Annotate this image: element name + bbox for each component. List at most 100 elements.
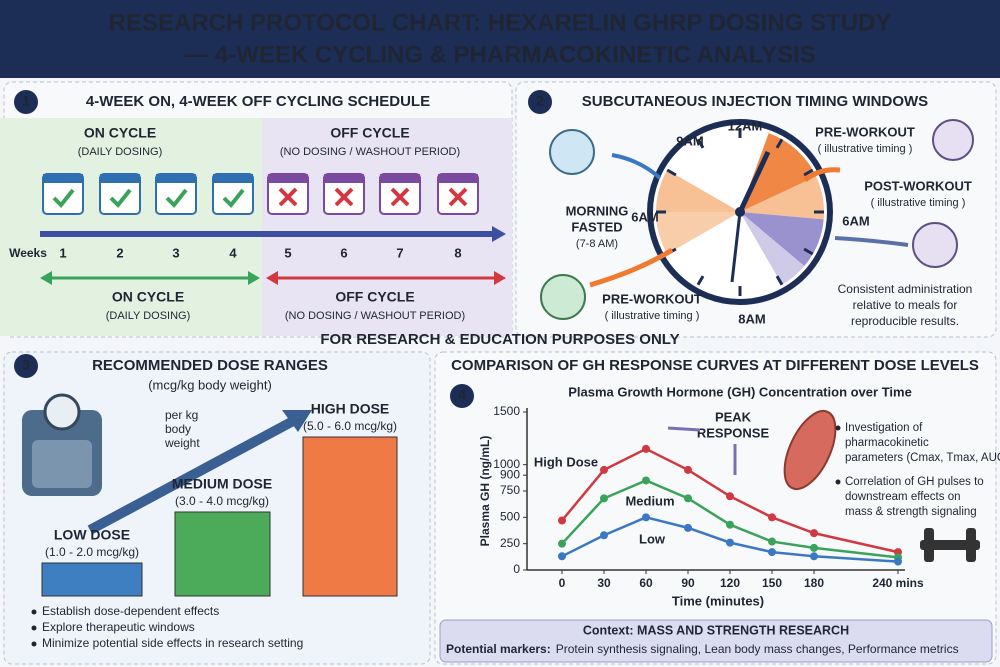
calendar-top [380,174,420,183]
dumbbell-icon [924,528,934,562]
time-window [740,133,817,212]
x-mark [334,187,354,207]
y-tick-label: 0 [513,562,520,576]
clock-tick [775,275,784,286]
x-tick-label: 120 [720,576,740,590]
clock-label: 8AM [738,311,765,326]
dose-bar [174,511,271,597]
panel-number: 1 [22,93,30,109]
data-point [810,529,818,538]
x-tick-label: 0 [559,576,566,590]
timing-arrow [834,236,909,247]
rest-icon [912,222,958,268]
week-number: 4 [229,245,237,260]
timing-note: Consistent administration [838,282,973,296]
header-band [0,0,1000,78]
y-tick-label: 1000 [493,457,520,471]
page-title: RESEARCH PROTOCOL CHART: HEXARELIN GHRP … [109,9,892,36]
timing-annotation: MORNING [566,203,629,218]
peak-label: RESPONSE [697,425,770,440]
series-line [561,479,899,559]
cycle-label: ON CYCLE [112,289,184,305]
data-point [684,494,692,503]
data-point [642,513,650,522]
clock-tick [666,168,677,177]
markers-label: Potential markers: [446,642,551,656]
panel-4 [434,351,997,665]
week-number: 7 [396,245,403,260]
timing-annotation: FASTED [571,219,622,234]
week-number: 5 [284,245,291,260]
x-mark [278,187,298,207]
panel-badge [528,90,552,114]
x-tick-label: 30 [597,576,611,590]
cycle-label: OFF CYCLE [335,289,414,305]
data-point [642,476,650,485]
data-point [894,557,902,566]
scale-dial [43,393,81,431]
clock-label: 6AM [842,213,869,228]
cycle-sub: (NO DOSING / WASHOUT PERIOD) [285,310,465,322]
timing-arrow [611,153,662,180]
data-point [810,552,818,561]
peak-label: PEAK [715,409,752,424]
context-title: Context: MASS AND STRENGTH RESEARCH [583,623,849,637]
dose-range: (3.0 - 4.0 mcg/kg) [175,494,269,508]
panel-title: 4-WEEK ON, 4-WEEK OFF CYCLING SCHEDULE [86,93,430,110]
panel-number: 2 [536,93,544,109]
clock-hand [737,150,771,214]
muscle-icon [783,410,837,490]
calendar-top [43,174,83,183]
bullet [31,641,37,647]
week-number: 3 [172,245,179,260]
y-axis-label: Plasma GH (ng/mL) [478,436,492,547]
data-point [768,513,776,522]
panel-title: SUBCUTANEOUS INJECTION TIMING WINDOWS [582,93,928,110]
x-tick-label: 180 [804,576,824,590]
timing-annotation: ( illustrative timing ) [605,310,700,322]
data-point [768,537,776,546]
x-tick-label: 90 [681,576,695,590]
page-title: — 4-WEEK CYCLING & PHARMACOKINETIC ANALY… [184,41,816,68]
bullet [31,609,37,615]
clock-label: 9AM [676,133,703,148]
timing-arrow [589,247,674,288]
timing-annotation: ( illustrative timing ) [818,143,913,155]
calendar-top [213,174,253,183]
timing-annotation: PRE-WORKOUT [602,291,702,306]
series-label: Low [639,531,666,546]
clock-tick [803,168,814,177]
data-point [600,465,608,474]
calendar-top [268,174,308,183]
series-label: High Dose [534,454,598,469]
chart-title: Plasma Growth Hormone (GH) Concentration… [568,384,912,399]
week-number: 6 [340,245,347,260]
panel-badge [14,354,38,378]
time-window [656,170,740,212]
dose-label: MEDIUM DOSE [172,476,272,492]
time-window [740,176,824,220]
x-axis-label: Time (minutes) [672,593,764,608]
note-text: parameters (Cmax, Tmax, AUC) [845,452,1000,464]
scale-icon [32,440,92,488]
markers-text: Protein synthesis signaling, Lean body m… [556,642,959,656]
dose-arrow [87,415,298,535]
bullet-text: Minimize potential side effects in resea… [42,636,303,650]
calendar-top [100,174,140,183]
note-text: mass & strength signaling [845,506,977,518]
time-window [740,212,824,266]
off-zone [262,118,512,336]
data-point [810,543,818,552]
timing-annotation: (7-8 AM) [576,238,618,250]
scale-note: weight [164,436,200,450]
icons [22,119,980,562]
peak-arrow [667,426,737,475]
timeline-arrowhead [492,226,506,242]
cycle-sub: (DAILY DOSING) [106,310,191,322]
clock-center [735,207,745,217]
panel-badge [14,90,38,114]
dose-range: (1.0 - 2.0 mcg/kg) [45,545,139,559]
calendar-top [156,174,196,183]
bullet [835,479,841,485]
bullet-text: Establish dose-dependent effects [42,604,219,618]
